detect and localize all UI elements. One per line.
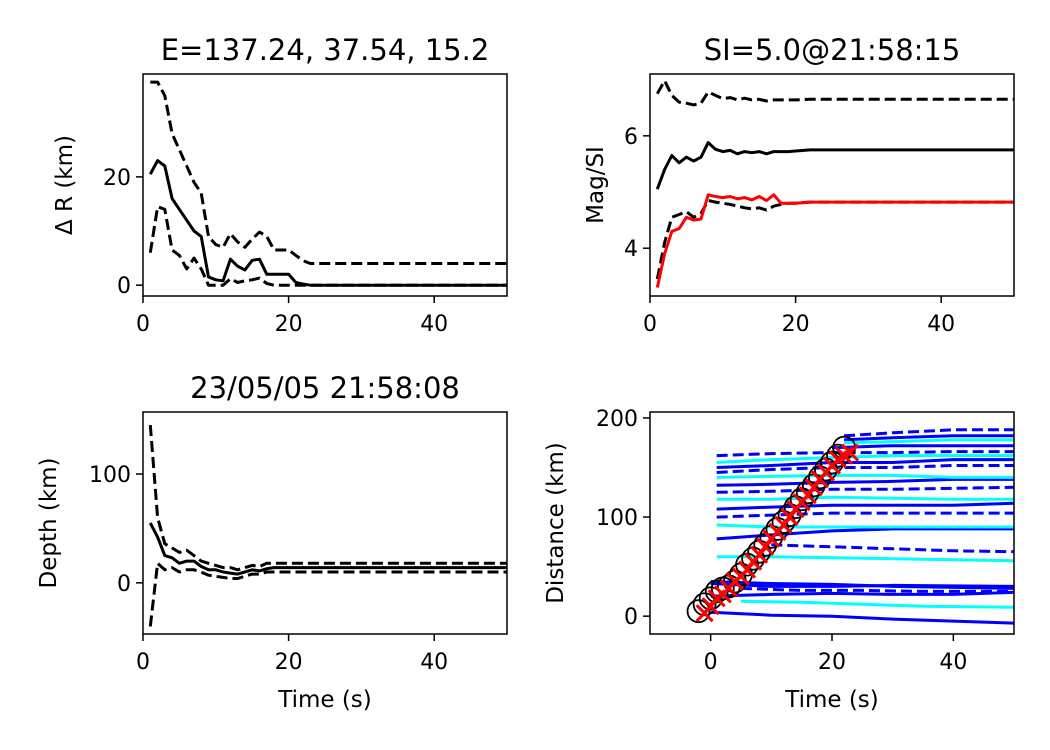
x-tick-label: 0 [643,312,657,337]
series-line-19 [716,454,1014,464]
x-tick-label: 20 [782,312,810,337]
y-axis-label: Δ R (km) [52,135,78,235]
y-tick-label: 0 [117,274,131,299]
circle-marker [698,586,723,611]
x-axis-label: Time (s) [277,687,372,713]
y-axis-label: Depth (km) [36,457,62,588]
series-line-1 [148,522,507,576]
series-line-3 [655,199,1014,280]
y-tick-label: 0 [624,605,638,630]
series-line-22 [844,428,1014,438]
series-line-2 [150,80,507,265]
series-line-13 [716,495,1014,501]
series-line-3 [148,561,507,627]
axes-frame [142,411,508,635]
plot-area [655,79,1014,288]
series-line-3 [710,590,1014,598]
y-axis-label: Distance (km) [543,442,569,604]
chart-title: SI=5.0@21:58:15 [704,33,961,67]
chart-title: 23/05/05 21:58:08 [190,371,460,405]
series-line-2 [148,424,507,572]
series-line-2 [740,599,1014,609]
y-axis-label: Mag/SI [583,146,609,224]
axes-frame [142,73,508,297]
x-tick-label: 0 [136,650,150,675]
series-line-4 [740,586,1014,593]
series-line-2 [655,79,1014,107]
series-line-18 [716,458,1014,469]
y-tick-label: 200 [596,407,638,432]
series-line-21 [831,444,1014,450]
x-tick-label: 0 [704,650,718,675]
y-tick-label: 0 [117,572,131,597]
series-line-23 [844,434,1014,442]
panel-dr: E=137.24, 37.54, 15.2 Δ R (km) 0 20 40 0 20 [52,33,508,337]
series-line-24 [844,438,1014,445]
x-tick-label: 40 [939,650,967,675]
x-tick-label: 20 [818,650,846,675]
plot-area [148,424,507,627]
series-line-15 [716,477,1014,487]
series-line-6 [710,582,1014,588]
series-line-17 [716,464,1014,474]
x-tick-label: 40 [420,650,448,675]
plot-area [686,428,1014,625]
y-tick-label: 20 [103,166,131,191]
cross-marker [841,443,860,462]
series-line-1 [655,141,1014,190]
x-tick-label: 40 [927,312,955,337]
x-tick-label: 40 [420,312,448,337]
series-line-20 [716,450,1014,458]
series-line-1 [148,159,507,287]
y-tick-label: 4 [624,237,638,262]
axes-frame [649,73,1015,297]
series-line-14 [716,485,1014,494]
panel-dist: Distance (km) Time (s) 0 20 40 0 100 200 [543,407,1015,713]
x-axis-label: Time (s) [784,687,879,713]
series-line-4 [655,193,1014,288]
y-tick-label: 6 [624,125,638,150]
series-line-10 [716,523,1014,529]
panel-mag: SI=5.0@21:58:15 Mag/SI 0 20 40 4 6 [583,33,1015,337]
series-line-8 [771,543,1014,554]
series-line-1 [710,610,1014,625]
y-tick-label: 100 [596,506,638,531]
panel-depth: 23/05/05 21:58:08 Depth (km) Time (s) 0 2… [36,371,508,713]
series-line-16 [716,473,1014,479]
series-line-11 [716,511,1014,519]
series-line-3 [148,205,507,287]
chart-title: E=137.24, 37.54, 15.2 [161,33,490,67]
x-tick-label: 20 [275,312,303,337]
circle-marker [686,599,711,624]
series-line-12 [716,501,1014,511]
x-tick-label: 20 [275,650,303,675]
x-tick-label: 0 [136,312,150,337]
series-line-9 [716,527,1014,541]
y-tick-label: 100 [89,463,131,488]
plot-area [148,80,507,287]
